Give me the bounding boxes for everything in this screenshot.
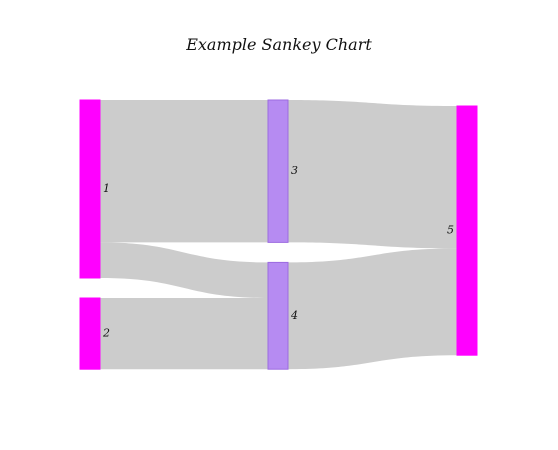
node-3 [267,99,289,243]
node-label-5: 5 [447,224,454,237]
link-1-to-4 [100,242,268,298]
node-2 [79,297,101,370]
labels-layer: 1 2 3 4 5 [102,164,454,339]
node-label-3: 3 [291,164,298,177]
node-label-4: 4 [290,309,298,322]
link-4-to-5 [288,248,457,370]
node-5 [456,105,478,356]
node-1 [79,99,101,279]
link-1-to-3 [100,100,268,243]
chart-title: Example Sankey Chart [185,35,372,54]
node-label-1: 1 [103,182,110,195]
nodes-layer [79,99,478,370]
link-2-to-4 [100,298,268,370]
links-layer [100,100,457,370]
link-3-to-5 [288,100,457,249]
node-label-2: 2 [102,327,110,340]
node-4 [267,261,289,370]
